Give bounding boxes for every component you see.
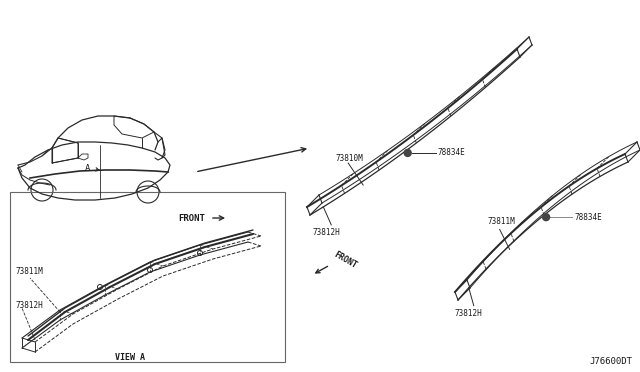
Text: 73810M: 73810M bbox=[335, 154, 363, 163]
Text: J76600DT: J76600DT bbox=[589, 357, 632, 366]
Bar bbox=[10, 192, 285, 362]
Text: 78834E: 78834E bbox=[438, 148, 465, 157]
Circle shape bbox=[543, 214, 550, 221]
Text: 73811M: 73811M bbox=[488, 217, 515, 226]
Text: 73812H: 73812H bbox=[15, 301, 43, 310]
Text: 73812H: 73812H bbox=[312, 228, 340, 237]
Circle shape bbox=[404, 150, 411, 157]
Text: FRONT: FRONT bbox=[332, 250, 358, 270]
Text: A: A bbox=[85, 164, 91, 173]
Text: 73812H: 73812H bbox=[455, 309, 483, 318]
Text: 73811M: 73811M bbox=[15, 267, 43, 276]
Text: FRONT: FRONT bbox=[178, 214, 205, 222]
Text: VIEW A: VIEW A bbox=[115, 353, 145, 362]
Text: 78834E: 78834E bbox=[574, 213, 602, 222]
